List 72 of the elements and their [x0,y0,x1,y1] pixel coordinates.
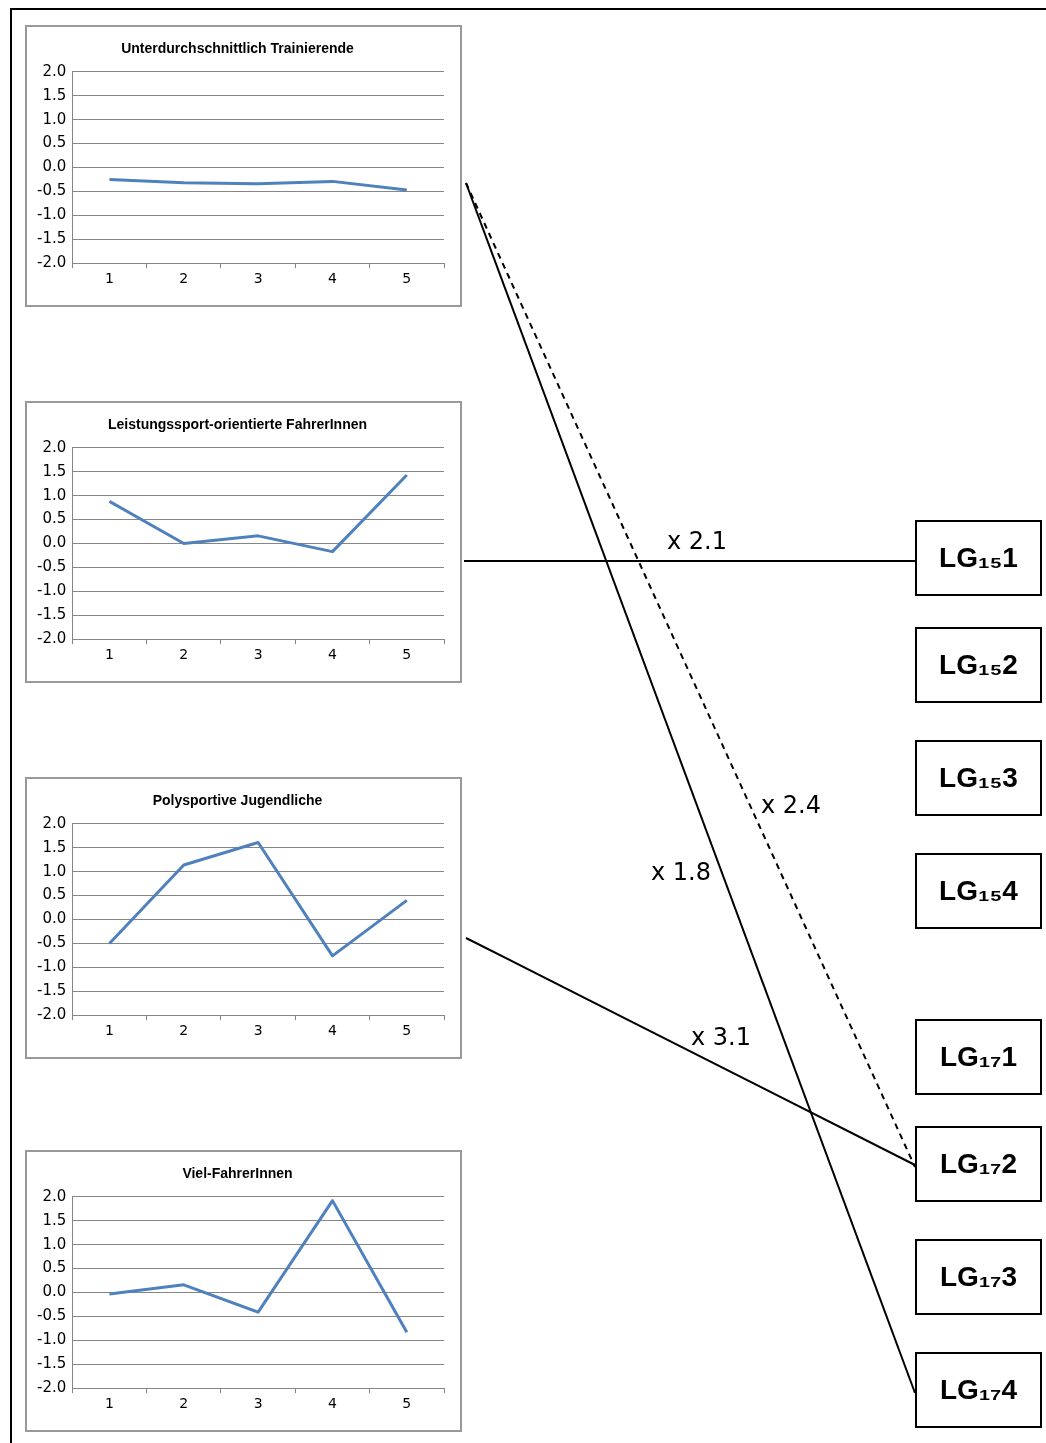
x-tick-label: 5 [402,270,412,287]
y-tick-label: 2.0 [42,813,67,832]
x-tick-label: 3 [253,270,263,287]
y-tick-label: 0.5 [42,133,67,152]
text: LG₁₅2 [915,627,1042,703]
y-tick-label: 0.0 [42,157,67,176]
y-tick-label: 0.5 [42,1258,67,1277]
y-tick-label: -1.0 [36,205,67,224]
x-tick-label: 4 [328,646,338,663]
text: x 3.1 [691,1023,751,1051]
y-tick-label: -0.5 [36,557,67,576]
y-tick-label: 0.5 [42,509,67,528]
x-tick-label: 2 [179,646,189,663]
y-tick-label: 2.0 [42,61,67,80]
text: LG₁₇4 [915,1352,1042,1428]
y-tick-label: -2.0 [36,1378,67,1397]
y-tick-label: -2.0 [36,253,67,272]
text: x 1.8 [651,858,711,886]
y-tick-label: 1.0 [42,861,67,880]
text: x 2.4 [761,791,821,819]
text: LG₁₅1 [915,520,1042,596]
y-tick-label: -1.5 [36,229,67,248]
y-tick-label: -0.5 [36,933,67,952]
x-tick-label: 5 [402,646,412,663]
text: LG₁₇2 [915,1126,1042,1202]
x-tick-label: 1 [104,646,114,663]
y-tick-label: -0.5 [36,181,67,200]
x-tick-label: 1 [104,1022,114,1039]
y-tick-label: 1.5 [42,837,67,856]
x-tick-label: 4 [328,1022,338,1039]
y-tick-label: -1.5 [36,605,67,624]
y-tick-label: 0.5 [42,885,67,904]
x-tick-label: 2 [179,270,189,287]
text: LG₁₇3 [915,1239,1042,1315]
x-tick-label: 4 [328,1395,338,1412]
y-tick-label: -1.0 [36,957,67,976]
y-tick-label: -2.0 [36,1005,67,1024]
y-tick-label: 2.0 [42,1186,67,1205]
text: x 2.1 [667,527,727,555]
chart-title: Polysportive Jugendliche [152,792,323,809]
y-tick-label: 2.0 [42,437,67,456]
text: LG₁₅4 [915,853,1042,929]
y-tick-label: 1.5 [42,85,67,104]
x-tick-label: 4 [328,270,338,287]
chart-title: Unterdurchschnittlich Trainierende [121,40,355,57]
y-tick-label: 1.0 [42,109,67,128]
x-tick-label: 2 [179,1395,189,1412]
y-tick-label: -1.5 [36,1354,67,1373]
chart-title: Viel-FahrerInnen [182,1165,293,1182]
y-tick-label: 1.0 [42,485,67,504]
x-tick-label: 3 [253,646,263,663]
x-tick-label: 5 [402,1395,412,1412]
y-tick-label: 1.5 [42,461,67,480]
y-tick-label: -0.5 [36,1306,67,1325]
x-tick-label: 2 [179,1022,189,1039]
x-tick-label: 3 [253,1395,263,1412]
y-tick-label: 1.5 [42,1210,67,1229]
y-tick-label: 0.0 [42,909,67,928]
text: LG₁₅3 [915,740,1042,816]
y-tick-label: 0.0 [42,533,67,552]
y-tick-label: -2.0 [36,629,67,648]
y-tick-label: -1.0 [36,1330,67,1349]
chart-title: Leistungssport-orientierte FahrerInnen [107,416,368,433]
y-tick-label: 1.0 [42,1234,67,1253]
y-tick-label: -1.0 [36,581,67,600]
x-tick-label: 1 [104,1395,114,1412]
x-tick-label: 1 [104,270,114,287]
x-tick-label: 3 [253,1022,263,1039]
y-tick-label: 0.0 [42,1282,67,1301]
text: LG₁₇1 [915,1019,1042,1095]
y-tick-label: -1.5 [36,981,67,1000]
x-tick-label: 5 [402,1022,412,1039]
